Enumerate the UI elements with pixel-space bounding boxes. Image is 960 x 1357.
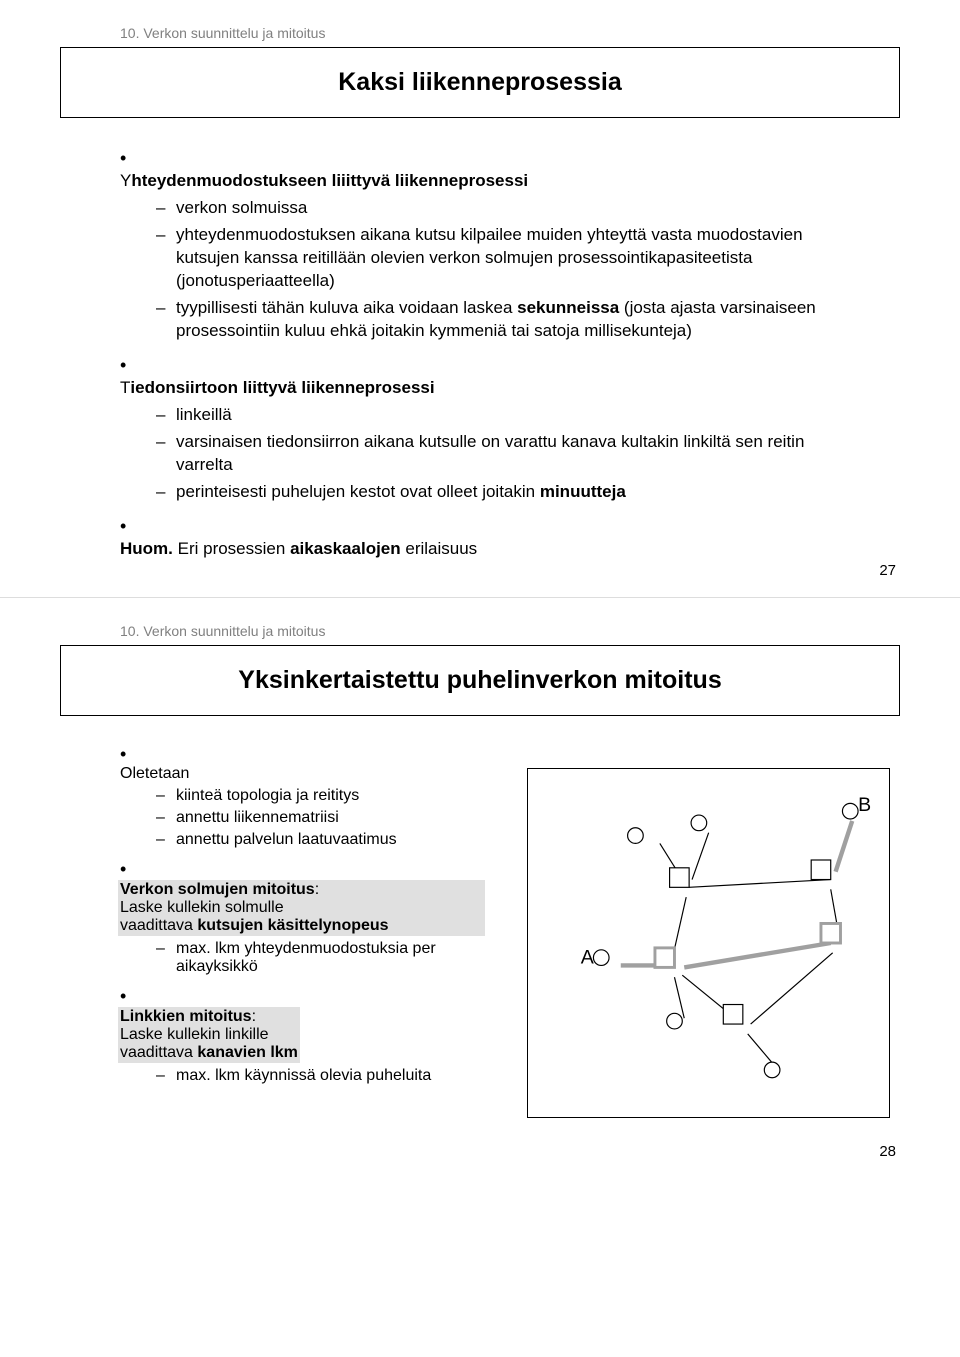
network-svg: AB xyxy=(528,769,889,1117)
page-number: 28 xyxy=(879,1143,896,1160)
left-column: Oletetaan kiinteä topologia ja reititys … xyxy=(120,744,513,1095)
section-header: 10. Verkon suunnittelu ja mitoitus xyxy=(120,623,900,639)
sub-item: verkon solmuissa xyxy=(156,197,852,220)
bullet-transfer-process: Tiedonsiirtoon liittyvä liikenneprosessi… xyxy=(120,353,880,508)
sub-item: max. lkm käynnissä olevia puheluita xyxy=(156,1067,485,1085)
svg-text:A: A xyxy=(580,947,593,969)
bullet-connection-process: Yhteydenmuodostukseen liiittyvä liikenne… xyxy=(120,146,880,347)
slide-28: 10. Verkon suunnittelu ja mitoitus Yksin… xyxy=(0,597,960,1178)
svg-text:B: B xyxy=(858,794,871,816)
right-column: AB xyxy=(527,744,890,1118)
sub-item: varsinaisen tiedonsiirron aikana kutsull… xyxy=(156,431,852,477)
bullet-node-dimensioning: Verkon solmujen mitoitus: Laske kullekin… xyxy=(120,859,513,980)
sub-item: yhteydenmuodostuksen aikana kutsu kilpai… xyxy=(156,224,852,293)
sub-item: kiinteä topologia ja reititys xyxy=(156,787,485,805)
slide-content: Yhteydenmuodostukseen liiittyvä liikenne… xyxy=(60,146,900,561)
bullet-link-dimensioning: Linkkien mitoitus: Laske kullekin linkil… xyxy=(120,986,513,1089)
sub-item: annettu liikennematriisi xyxy=(156,809,485,827)
bullet-note: Huom. Eri prosessien aikaskaalojen erila… xyxy=(120,514,880,561)
page-number: 27 xyxy=(879,562,896,579)
slide-27: 10. Verkon suunnittelu ja mitoitus Kaksi… xyxy=(0,0,960,597)
sub-item: perinteisesti puhelujen kestot ovat olle… xyxy=(156,481,852,504)
sub-item: max. lkm yhteydenmuodostuksia per aikayk… xyxy=(156,940,485,976)
slide-title: Yksinkertaistettu puhelinverkon mitoitus xyxy=(60,645,900,716)
bullet-assume: Oletetaan kiinteä topologia ja reititys … xyxy=(120,744,513,853)
sub-item: tyypillisesti tähän kuluva aika voidaan … xyxy=(156,297,852,343)
section-header: 10. Verkon suunnittelu ja mitoitus xyxy=(120,25,900,41)
network-diagram: AB xyxy=(527,768,890,1118)
slide-title: Kaksi liikenneprosessia xyxy=(60,47,900,118)
sub-item: linkeillä xyxy=(156,404,852,427)
sub-item: annettu palvelun laatuvaatimus xyxy=(156,831,485,849)
